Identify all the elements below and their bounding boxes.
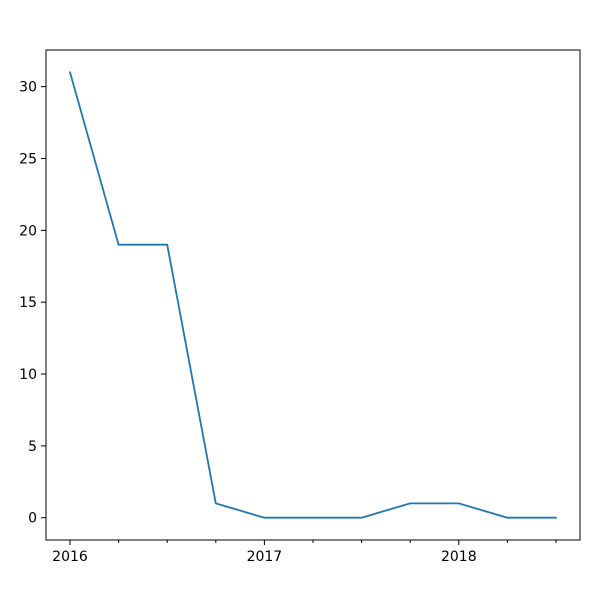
x-axis: 2016 2017 2018 (52, 540, 557, 565)
y-tick-label: 25 (19, 151, 37, 167)
series-line (69, 71, 557, 519)
x-tick-label: 2016 (52, 549, 88, 565)
x-tick-label: 2018 (441, 549, 477, 565)
plot-area (46, 50, 580, 540)
y-tick-label: 0 (28, 511, 37, 527)
series-layer (69, 71, 557, 519)
y-tick-label: 5 (28, 439, 37, 455)
x-tick-label: 2017 (247, 549, 283, 565)
y-tick-label: 10 (19, 367, 37, 383)
y-tick-label: 30 (19, 80, 37, 96)
y-tick-label: 15 (19, 295, 37, 311)
plot-frame (45, 49, 581, 541)
y-axis: 0 5 10 15 20 25 30 (19, 80, 46, 527)
y-tick-label: 20 (19, 223, 37, 239)
